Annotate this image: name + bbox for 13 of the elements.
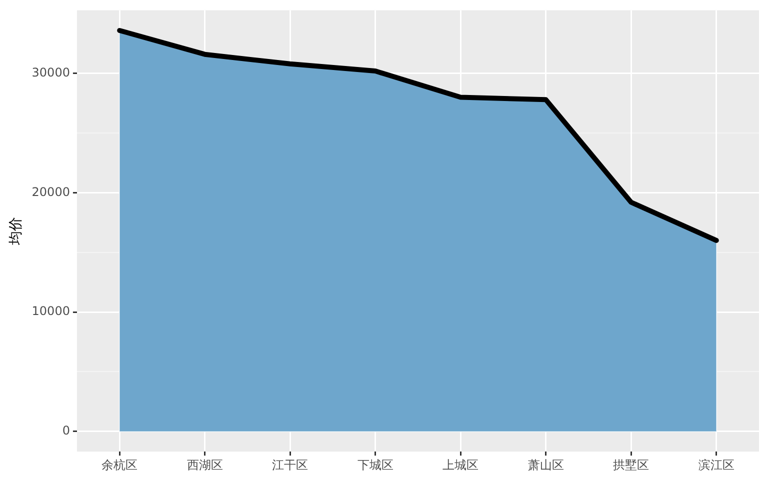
x-tick-label: 余杭区 xyxy=(102,458,138,472)
x-tick-label: 下城区 xyxy=(357,458,394,472)
y-tick-label: 30000 xyxy=(32,66,70,80)
y-tick-label: 10000 xyxy=(32,304,70,318)
y-tick-label: 0 xyxy=(62,423,70,438)
y-tick-label: 20000 xyxy=(32,184,70,199)
x-tick-label: 上城区 xyxy=(442,458,479,472)
y-axis-title: 均价 xyxy=(8,216,24,246)
x-tick-label: 滨江区 xyxy=(698,458,734,472)
x-tick-label: 江干区 xyxy=(272,458,308,472)
x-tick-label: 西湖区 xyxy=(186,458,223,472)
x-tick-label: 萧山区 xyxy=(528,458,564,472)
x-tick-label: 拱墅区 xyxy=(613,458,650,472)
